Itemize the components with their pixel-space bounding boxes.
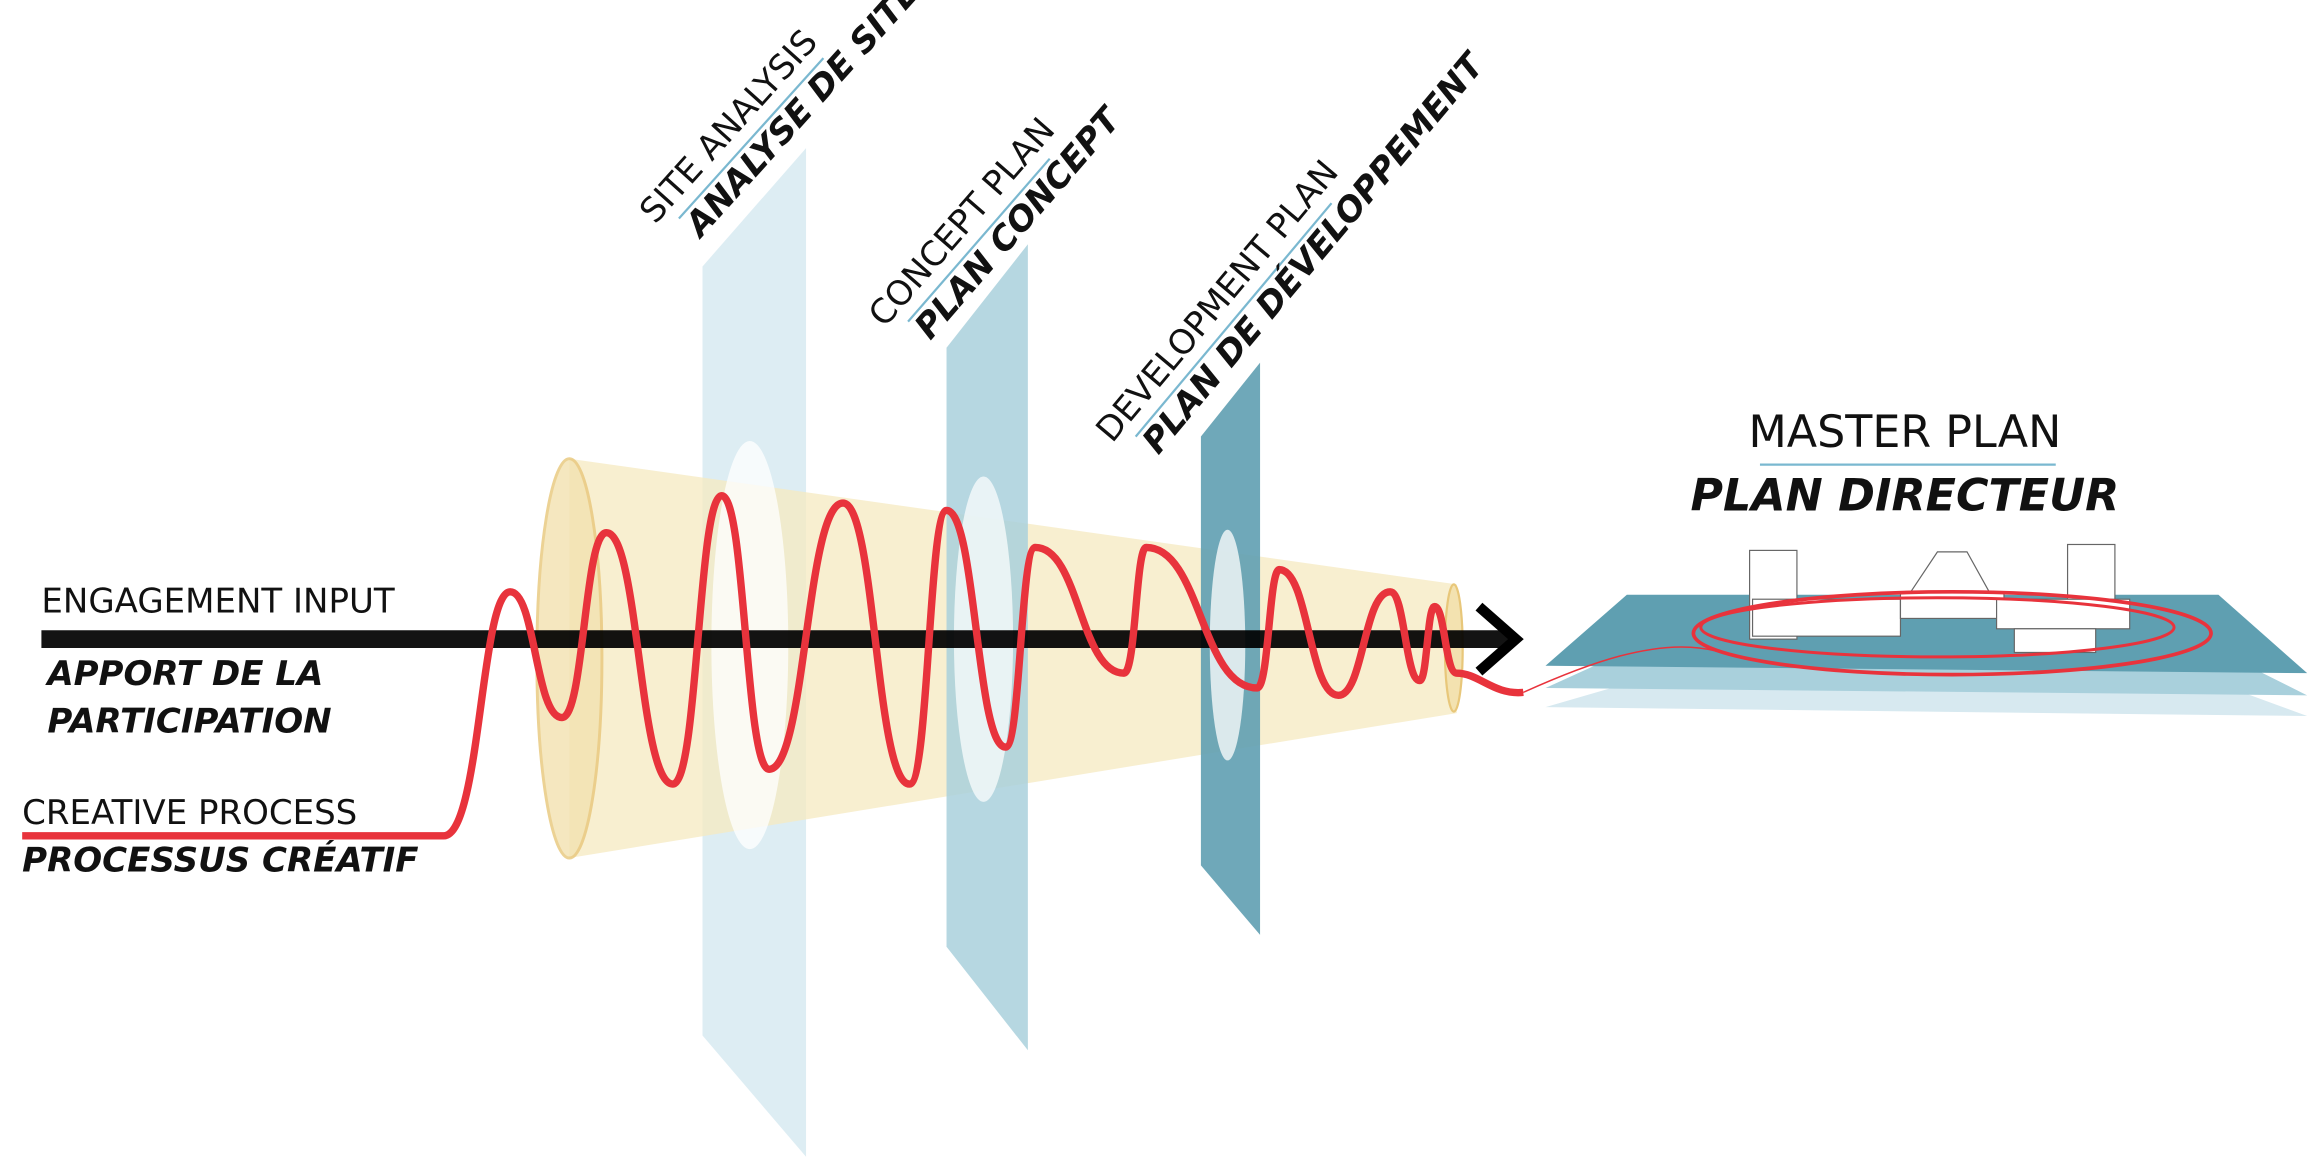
- master-plan-loop: [1691, 589, 2213, 677]
- creative-label-fr: PROCESSUS CRÉATIF: [22, 839, 418, 880]
- engagement-label-fr: APPORT DE LA: [44, 654, 323, 694]
- engagement-label: ENGAGEMENT INPUT: [41, 582, 394, 622]
- stage-label: DEVELOPMENT PLAN: [1088, 153, 1346, 450]
- master-plan-loop: [1699, 596, 2176, 659]
- cone-mouth: [535, 457, 604, 860]
- creative-process-wave: [22, 491, 1524, 840]
- buildings: [1749, 543, 2131, 654]
- wave-tail: [1523, 646, 1716, 694]
- arrow-head: [1475, 602, 1524, 676]
- stage-label-group: DEVELOPMENT PLAN PLAN DE DÉVELOPPEMENT: [1088, 43, 1494, 461]
- stage-label-fr: PLAN DE DÉVELOPPEMENT: [1134, 43, 1494, 461]
- outcome-label: MASTER PLAN: [1748, 407, 2061, 458]
- separator: [907, 157, 1051, 323]
- outcome-label-fr: PLAN DIRECTEUR: [1691, 470, 2120, 521]
- separator: [678, 57, 825, 220]
- engagement-label-fr: PARTICIPATION: [47, 701, 331, 741]
- creative-label: CREATIVE PROCESS: [22, 793, 357, 833]
- separator: [1134, 202, 1333, 438]
